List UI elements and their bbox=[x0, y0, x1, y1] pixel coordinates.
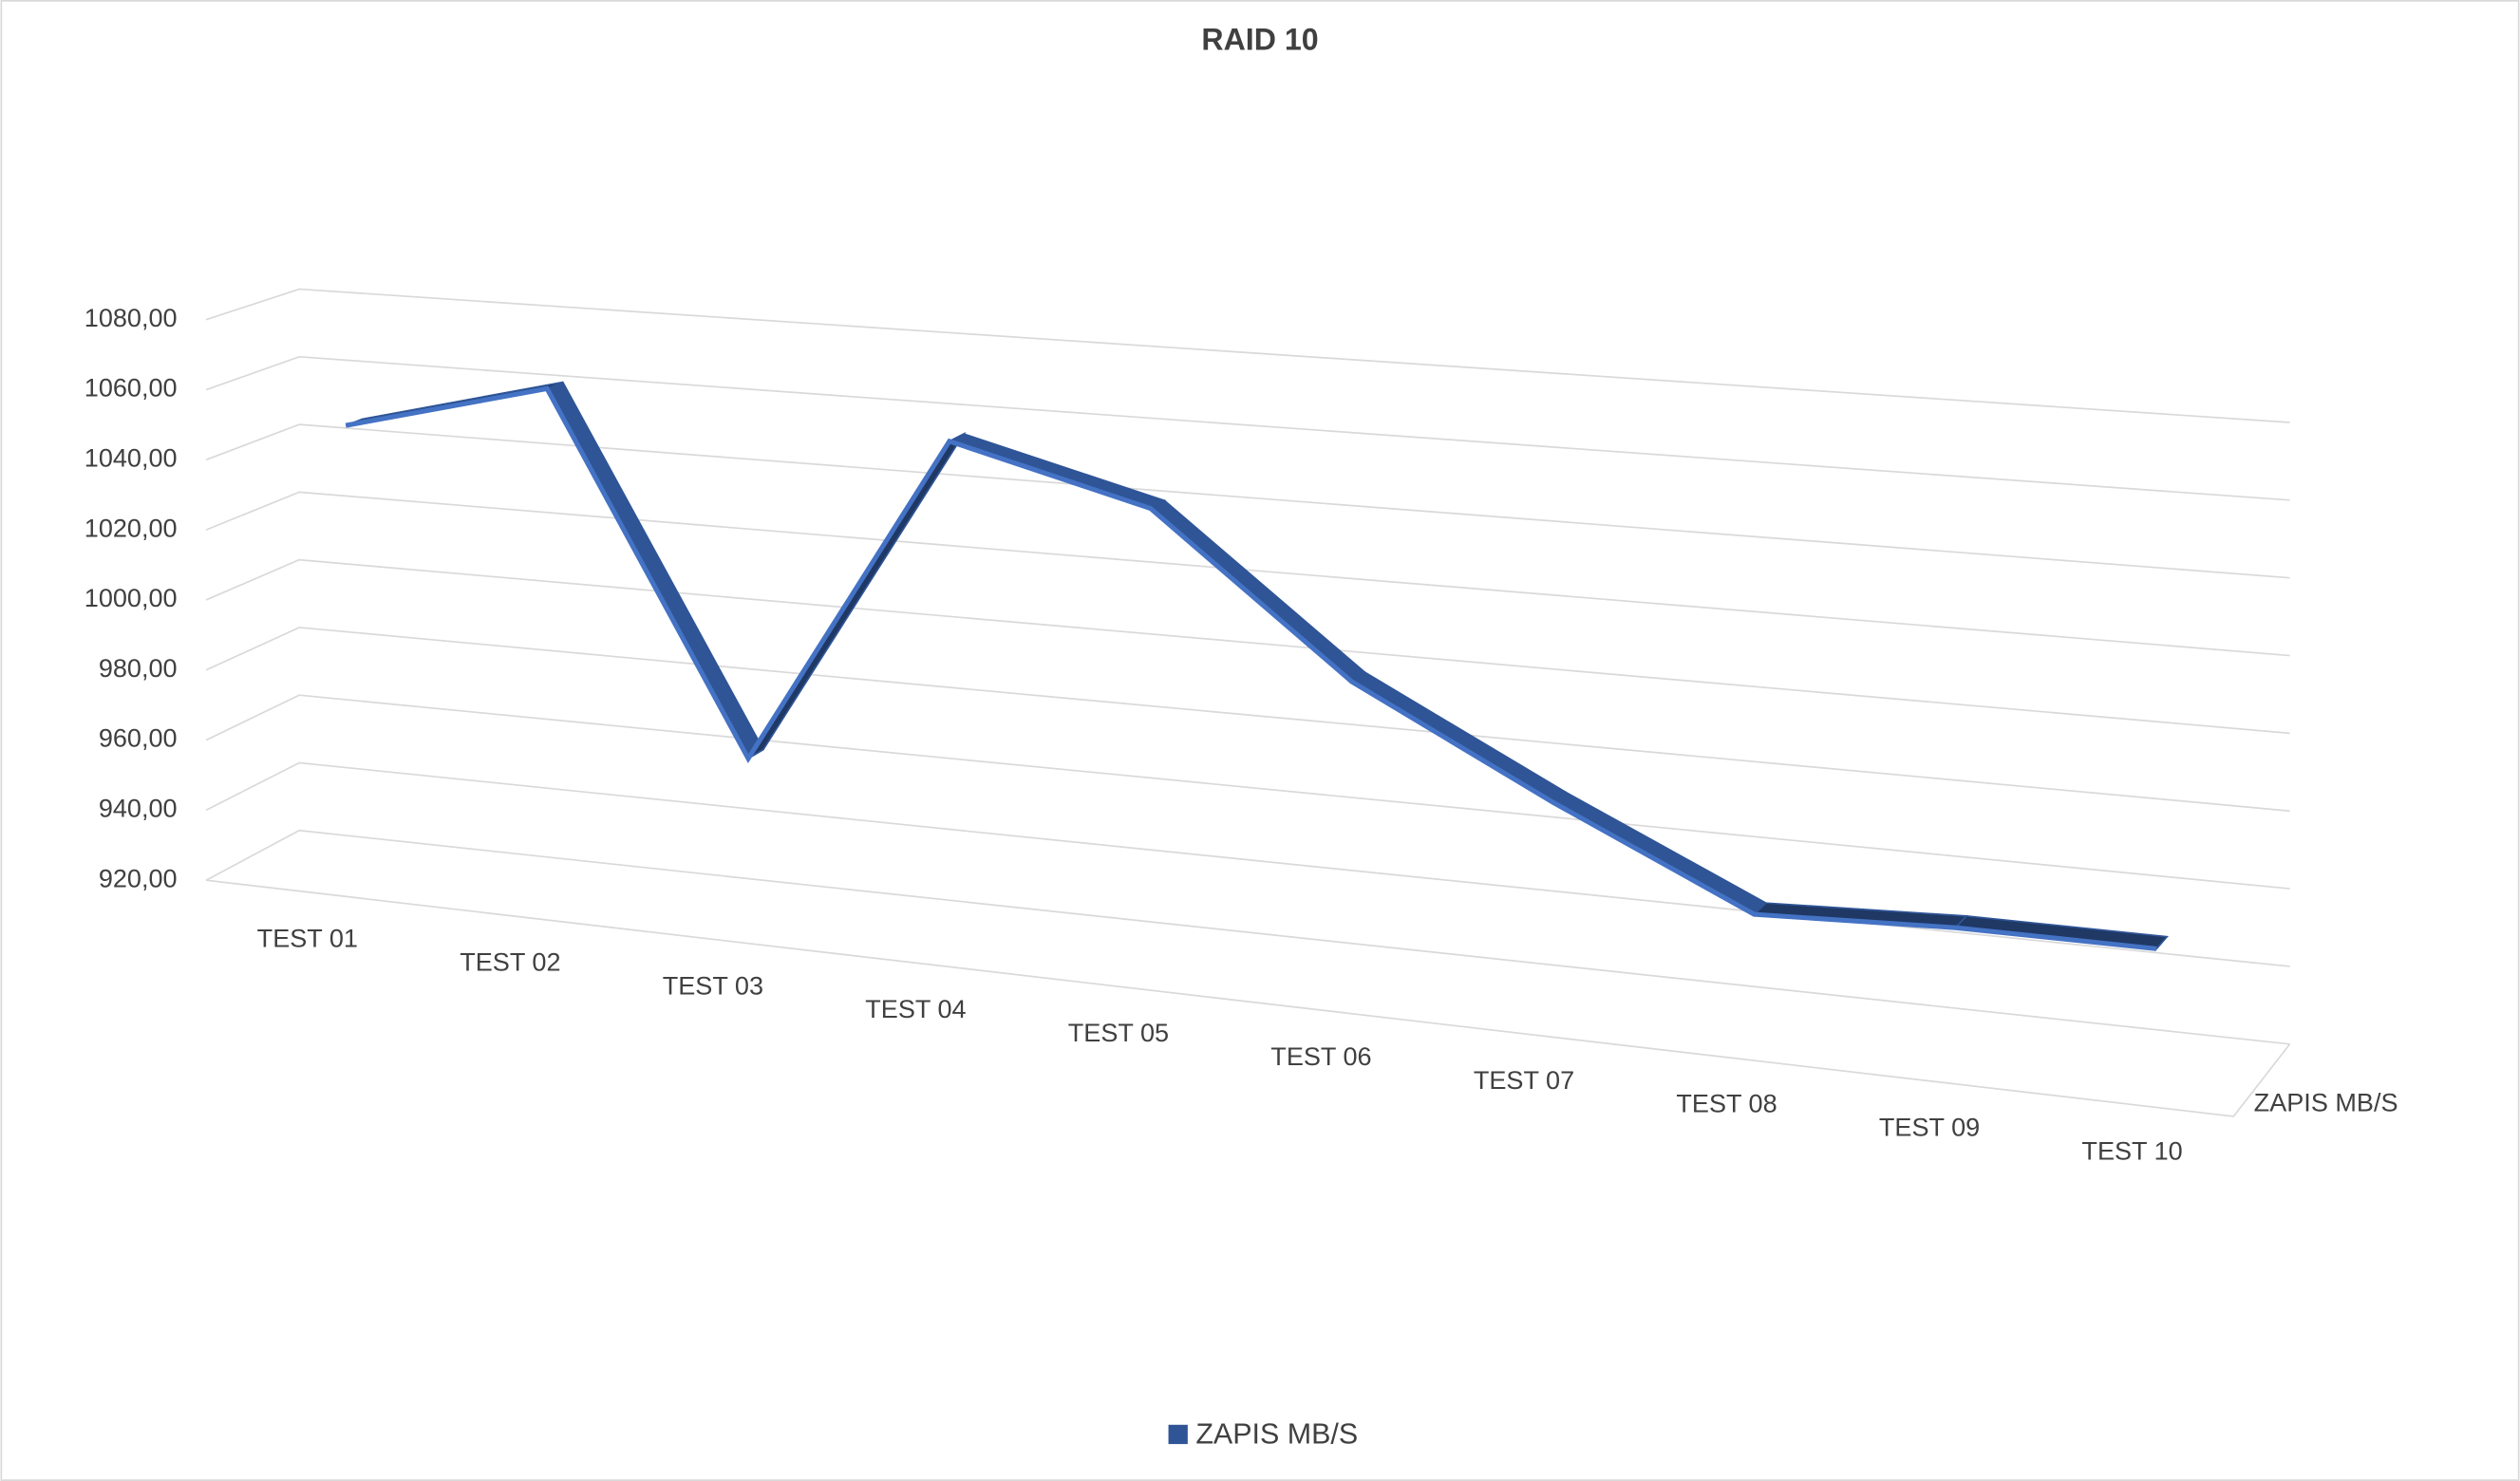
x-tick-label: TEST 07 bbox=[1474, 1065, 1574, 1095]
y-tick-label: 1060,00 bbox=[85, 373, 178, 403]
grid-line bbox=[205, 627, 2290, 813]
grid-line bbox=[205, 829, 2290, 1045]
y-tick-label: 940,00 bbox=[99, 794, 178, 823]
floor-edge bbox=[205, 879, 2291, 1117]
y-tick-label: 1020,00 bbox=[85, 513, 178, 542]
y-tick-label: 980,00 bbox=[99, 653, 178, 683]
y-tick-label: 1080,00 bbox=[85, 303, 178, 332]
x-tick-label: TEST 02 bbox=[460, 947, 560, 976]
legend-label: ZAPIS MB/S bbox=[1195, 1418, 1358, 1451]
x-tick-label: TEST 05 bbox=[1068, 1018, 1169, 1047]
legend-swatch bbox=[1168, 1424, 1188, 1445]
grid-line bbox=[205, 558, 2290, 735]
x-tick-label: TEST 08 bbox=[1676, 1089, 1777, 1118]
grid-line bbox=[205, 761, 2290, 967]
series-line bbox=[345, 385, 2157, 951]
y-tick-label: 1000,00 bbox=[85, 583, 178, 612]
chart-title: RAID 10 bbox=[1201, 22, 1318, 56]
grid-line bbox=[205, 288, 2290, 423]
y-tick-label: 960,00 bbox=[99, 723, 178, 753]
x-tick-label: TEST 10 bbox=[2081, 1135, 2182, 1165]
y-tick-label: 1040,00 bbox=[85, 442, 178, 472]
x-tick-label: TEST 01 bbox=[257, 924, 358, 953]
y-tick-label: 920,00 bbox=[99, 863, 178, 892]
grid-line bbox=[205, 491, 2290, 657]
grid-line bbox=[205, 355, 2290, 501]
grid-line bbox=[205, 423, 2290, 579]
x-tick-label: TEST 03 bbox=[663, 970, 763, 1000]
grid-line bbox=[205, 694, 2290, 890]
x-tick-label: TEST 04 bbox=[865, 994, 966, 1023]
x-tick-label: TEST 09 bbox=[1879, 1113, 1980, 1142]
depth-label: ZAPIS MB/S bbox=[2254, 1087, 2398, 1116]
x-tick-label: TEST 06 bbox=[1270, 1041, 1371, 1071]
